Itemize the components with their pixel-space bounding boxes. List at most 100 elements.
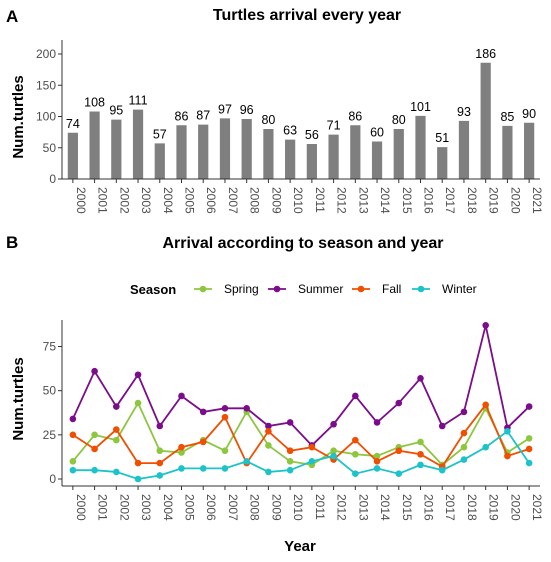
legend-label-summer: Summer xyxy=(298,282,343,296)
series-line-spring xyxy=(72,401,530,467)
x-tick-label: 2009 xyxy=(269,187,283,214)
x-tick-label: 2000 xyxy=(74,494,88,521)
bar xyxy=(393,129,404,179)
y-tick-label: 0 xyxy=(49,472,56,486)
x-tick-label: 2004 xyxy=(161,187,175,214)
series-point-fall xyxy=(482,401,489,409)
legend-label-fall: Fall xyxy=(382,282,401,296)
series-point-summer xyxy=(395,399,403,407)
series-line-fall xyxy=(72,403,530,468)
series-point-fall xyxy=(199,438,207,446)
legend-key-point xyxy=(273,285,281,293)
series-point-winter xyxy=(373,465,381,472)
y-tick-label: 75 xyxy=(43,340,57,354)
series-point-spring xyxy=(113,436,120,444)
data-label: 56 xyxy=(305,128,319,142)
x-tick-label: 2019 xyxy=(487,494,501,521)
series-point-fall xyxy=(91,445,98,453)
series-point-summer xyxy=(199,408,207,416)
series-point-fall xyxy=(525,445,533,453)
bar xyxy=(502,125,513,179)
y-tick-label: 200 xyxy=(36,47,56,61)
series-point-spring xyxy=(330,447,337,455)
x-tick-label: 2002 xyxy=(117,494,131,521)
x-tick-label: 2018 xyxy=(465,187,479,214)
x-tick-label: 2013 xyxy=(356,494,370,521)
x-tick-label: 2008 xyxy=(248,187,262,214)
data-label: 186 xyxy=(475,47,496,61)
bar xyxy=(111,119,122,179)
series-point-winter xyxy=(308,458,316,465)
bar xyxy=(371,141,383,179)
data-label: 74 xyxy=(66,117,80,131)
x-tick-label: 2016 xyxy=(422,187,436,214)
series-point-summer xyxy=(286,419,294,426)
y-tick-label: 100 xyxy=(36,110,56,124)
series-point-summer xyxy=(373,419,381,426)
bar xyxy=(176,125,187,179)
x-tick-label: 2021 xyxy=(530,494,544,521)
x-tick-label: 2021 xyxy=(530,187,544,214)
series-point-winter xyxy=(243,458,250,465)
bar-chart-a: 0 50 100 150 200 74 2000 108 2001 95 2002 111 2003 57… xyxy=(36,40,544,214)
series-point-spring xyxy=(417,438,424,446)
series-point-summer xyxy=(352,392,359,400)
legend-label-winter: Winter xyxy=(442,282,477,296)
series-point-spring xyxy=(352,450,359,458)
series-point-fall xyxy=(69,431,77,439)
series-point-summer xyxy=(113,403,120,410)
x-tick-label: 2017 xyxy=(443,187,457,214)
series-point-summer xyxy=(91,367,98,375)
x-tick-label: 2003 xyxy=(139,494,153,521)
chart-b-ylabel: Num.turtles xyxy=(10,357,27,440)
series-point-fall xyxy=(395,447,403,455)
chart-b-legend: Season Spring Summer Fall Winter xyxy=(130,282,477,297)
series-point-winter xyxy=(460,456,468,463)
series-point-winter xyxy=(286,466,294,474)
series-point-spring xyxy=(91,431,98,439)
series-point-summer xyxy=(221,405,229,412)
series-point-summer xyxy=(525,403,533,410)
series-point-winter xyxy=(438,466,446,474)
series-point-winter xyxy=(134,475,142,483)
panel-b-tag: B xyxy=(6,233,18,252)
legend-key-point xyxy=(357,285,365,293)
y-tick-label: 50 xyxy=(43,141,57,155)
series-point-fall xyxy=(286,447,294,455)
series-point-fall xyxy=(265,428,272,435)
x-tick-label: 2005 xyxy=(183,494,197,521)
data-label: 95 xyxy=(109,104,123,118)
series-point-fall xyxy=(178,443,185,451)
series-point-summer xyxy=(482,322,489,329)
bar xyxy=(306,144,317,179)
series-point-fall xyxy=(221,413,229,421)
y-tick-label: 0 xyxy=(49,172,56,186)
x-tick-label: 2017 xyxy=(443,494,457,521)
x-tick-label: 2000 xyxy=(74,187,88,214)
series-point-fall xyxy=(417,450,424,458)
bar xyxy=(263,129,274,179)
series-point-spring xyxy=(69,458,77,465)
data-label: 87 xyxy=(196,109,210,123)
x-tick-label: 2007 xyxy=(226,494,240,521)
x-tick-label: 2006 xyxy=(204,494,218,521)
series-point-summer xyxy=(330,420,337,428)
bar xyxy=(524,122,535,179)
legend-title: Season xyxy=(130,282,176,297)
chart-a-ylabel: Num.turtles xyxy=(10,75,27,158)
data-label: 80 xyxy=(261,113,275,127)
series-point-winter xyxy=(504,428,511,435)
bar xyxy=(437,147,448,179)
data-label: 108 xyxy=(84,96,105,110)
series-line-summer xyxy=(72,325,530,447)
x-tick-label: 2002 xyxy=(117,187,131,214)
series-point-winter xyxy=(221,465,229,472)
series-point-winter xyxy=(525,459,533,467)
series-point-winter xyxy=(330,452,337,460)
line-chart-b: 0 25 50 75 2000 2001 2002 2003 2004 2005 2006 2007 2… xyxy=(43,320,544,521)
series-point-summer xyxy=(69,415,77,423)
x-tick-label: 2006 xyxy=(204,187,218,214)
series-point-winter xyxy=(199,465,207,472)
series-point-winter xyxy=(69,466,77,474)
